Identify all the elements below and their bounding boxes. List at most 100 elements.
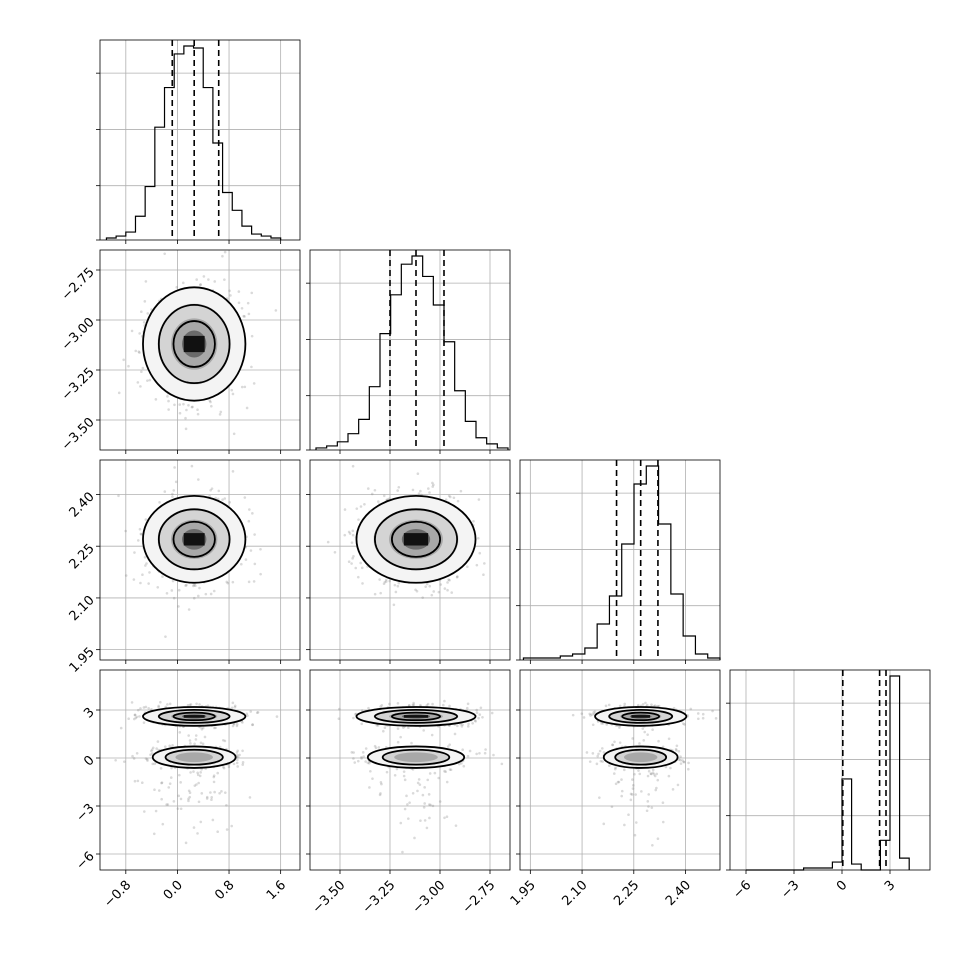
histogram-panel	[96, 39, 301, 244]
scatter-point	[676, 783, 680, 787]
scatter-point	[133, 779, 137, 783]
scatter-point	[150, 748, 154, 751]
scatter-point	[484, 748, 487, 751]
scatter-point	[218, 745, 222, 749]
scatter-point	[448, 704, 451, 708]
scatter-point	[199, 771, 202, 774]
scatter-point	[239, 562, 243, 566]
scatter-point	[588, 712, 592, 716]
scatter-point	[166, 703, 169, 706]
scatter-point	[132, 578, 136, 581]
scatter-point	[228, 289, 231, 293]
scatter-point	[124, 529, 127, 533]
scatter-point	[199, 283, 202, 287]
scatter-point	[446, 581, 449, 584]
scatter-point	[233, 705, 237, 709]
scatter-point	[198, 703, 201, 706]
scatter-point	[395, 767, 399, 771]
scatter-point	[252, 382, 256, 385]
scatter-point	[413, 836, 416, 840]
scatter-point	[167, 399, 170, 403]
scatter-point	[459, 489, 463, 493]
scatter-point	[250, 334, 254, 338]
scatter-point	[236, 765, 239, 768]
scatter-point	[410, 741, 413, 745]
scatter-point	[194, 738, 198, 741]
scatter-point	[225, 580, 229, 584]
scatter-point	[360, 722, 364, 726]
density-level	[394, 752, 438, 763]
scatter-point	[130, 329, 134, 333]
scatter-point	[442, 703, 445, 707]
scatter-point	[396, 727, 400, 730]
scatter-point	[228, 501, 231, 504]
scatter-point	[360, 755, 363, 759]
scatter-point	[187, 734, 190, 737]
scatter-point	[178, 773, 181, 777]
panel-grid	[100, 670, 300, 870]
scatter-point	[212, 589, 216, 593]
scatter-point	[177, 794, 181, 798]
panel-frame	[309, 459, 511, 661]
scatter-point	[212, 775, 216, 779]
contour-line	[381, 748, 451, 766]
scatter-point	[396, 489, 399, 492]
scatter-point	[184, 416, 187, 420]
scatter-point	[221, 498, 224, 501]
scatter-point	[437, 776, 441, 780]
scatter-point	[231, 580, 235, 584]
scatter-point	[378, 793, 382, 797]
scatter-point	[247, 312, 251, 316]
scatter-point	[197, 478, 200, 481]
scatter-point	[166, 803, 170, 806]
scatter-point	[136, 779, 140, 783]
scatter-point	[141, 366, 145, 370]
scatter-point	[198, 586, 201, 590]
scatter-point	[350, 541, 354, 544]
scatter-point	[646, 774, 650, 778]
scatter-point	[443, 587, 447, 590]
scatter-point	[213, 280, 217, 283]
contour-line	[142, 706, 247, 727]
scatter-point	[384, 578, 388, 582]
scatter-point	[681, 759, 684, 762]
scatter-point	[383, 726, 387, 730]
contour-line	[151, 745, 237, 769]
scatter-point	[246, 714, 249, 717]
scatter-point	[427, 487, 430, 490]
contour-line	[373, 709, 459, 724]
scatter-point	[446, 588, 449, 592]
scatter-point	[232, 432, 236, 436]
scatter-point	[167, 408, 170, 411]
contour-line	[157, 508, 231, 571]
scatter-point	[360, 757, 363, 760]
scatter-point	[142, 706, 146, 709]
scatter-point	[661, 801, 665, 805]
scatter-point	[191, 584, 195, 588]
scatter-point	[370, 492, 374, 496]
histogram-step	[315, 255, 509, 450]
scatter-point	[147, 706, 150, 710]
scatter-point	[369, 769, 372, 773]
scatter-point	[187, 608, 191, 611]
scatter-point	[247, 519, 251, 523]
scatter-point	[347, 560, 351, 564]
scatter-point	[216, 771, 220, 775]
y-tick-label: 2.25	[67, 541, 98, 572]
scatter-point	[184, 841, 188, 845]
scatter-point	[235, 724, 239, 728]
scatter-point	[360, 566, 364, 570]
histogram-panel	[516, 459, 721, 664]
scatter-point	[423, 786, 426, 789]
scatter-point	[683, 723, 686, 726]
scatter-point	[151, 762, 155, 766]
scatter-point	[232, 762, 236, 766]
scatter-point	[251, 723, 254, 726]
scatter-point	[580, 712, 584, 715]
scatter-point	[367, 706, 370, 710]
scatter-point	[145, 757, 149, 761]
scatter-point	[492, 753, 495, 757]
scatter-layer	[326, 464, 486, 607]
scatter-point	[429, 803, 432, 807]
scatter-point	[171, 495, 174, 498]
